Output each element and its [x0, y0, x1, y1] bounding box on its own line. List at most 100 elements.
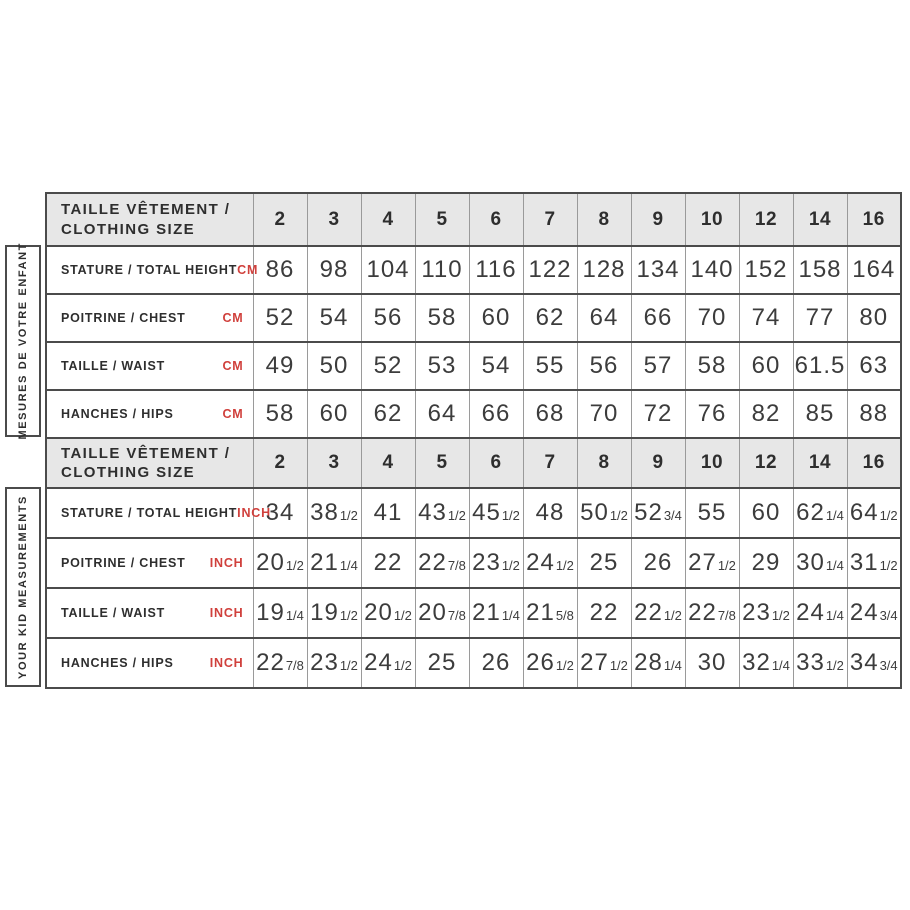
value-whole: 52 — [634, 499, 663, 526]
value-cell: 343/4 — [846, 637, 902, 689]
value-cell: 523/4 — [630, 487, 686, 539]
size-column-header-16: 16 — [846, 437, 902, 489]
value-cell: 26 — [468, 637, 524, 689]
value-whole: 32 — [742, 649, 771, 676]
value-cell: 55 — [684, 487, 740, 539]
value-fraction: 1/2 — [771, 608, 790, 623]
measurement-label: HANCHES / HIPS — [61, 407, 174, 421]
value-whole: 56 — [373, 304, 403, 331]
value-cell: 311/2 — [846, 537, 902, 589]
value-fraction: 1/2 — [393, 608, 412, 623]
value-whole: 21 — [526, 599, 555, 626]
value-whole: 76 — [697, 400, 727, 427]
measurement-label-wrap: HANCHES / HIPS CM — [47, 407, 253, 421]
value-cell: 49 — [252, 341, 308, 391]
value-whole: 28 — [634, 649, 663, 676]
value-cell: 110 — [414, 245, 470, 295]
measurement-row: TAILLE / WAIST INCH 191/4 191/2 201/2 207/8 21… — [45, 587, 902, 639]
value-cell: 231/2 — [468, 537, 524, 589]
value-whole: 24 — [849, 599, 879, 626]
value-cell: 211/4 — [306, 537, 362, 589]
measurement-row: HANCHES / HIPS INCH 227/8 231/2 241/2 25 26 261… — [45, 637, 902, 689]
value-whole: 134 — [636, 256, 680, 283]
value-cell: 152 — [738, 245, 794, 295]
value-whole: 70 — [589, 400, 619, 427]
size-column-header-4: 4 — [360, 192, 416, 247]
unit-label: INCH — [209, 556, 244, 570]
value-cell: 53 — [414, 341, 470, 391]
value-cell: 52 — [252, 293, 308, 343]
value-cell: 381/2 — [306, 487, 362, 539]
value-whole: 22 — [688, 599, 717, 626]
value-whole: 55 — [535, 352, 565, 379]
measurement-row: HANCHES / HIPS CM 58 60 62 64 66 68 70 72 76 82 85 88 — [45, 389, 902, 439]
measurement-label: POITRINE / CHEST — [61, 556, 186, 570]
measurement-label-cell: STATURE / TOTAL HEIGHT CM — [45, 245, 257, 295]
measurement-label: STATURE / TOTAL HEIGHT — [61, 506, 238, 520]
measurement-label-cell: STATURE / TOTAL HEIGHT INCH — [45, 487, 270, 539]
value-cell: 55 — [522, 341, 578, 391]
value-whole: 26 — [643, 549, 673, 576]
value-whole: 58 — [427, 304, 457, 331]
value-fraction: 1/4 — [339, 558, 358, 573]
size-column-header-4: 4 — [360, 437, 416, 489]
value-whole: 72 — [643, 400, 673, 427]
size-column-header-6: 6 — [468, 192, 524, 247]
size-column-header-5: 5 — [414, 192, 470, 247]
size-header-row-inch: TAILLE VÊTEMENT / CLOTHING SIZE 2 3 4 5 6 7 8 9 1… — [45, 437, 902, 489]
value-cell: 72 — [630, 389, 686, 439]
value-fraction: 3/4 — [879, 608, 898, 623]
value-cell: 62 — [522, 293, 578, 343]
value-whole: 85 — [805, 400, 835, 427]
value-whole: 23 — [310, 649, 339, 676]
value-whole: 140 — [690, 256, 734, 283]
value-cell: 641/2 — [846, 487, 902, 539]
side-label-box-inch: YOUR KID MEASUREMENTS — [5, 487, 41, 687]
size-column-header-2: 2 — [252, 437, 308, 489]
value-fraction: 1/4 — [825, 508, 844, 523]
value-whole: 24 — [796, 599, 825, 626]
size-chart-table: TAILLE VÊTEMENT / CLOTHING SIZE 2 3 4 5 6 7 8 9 1… — [45, 192, 902, 689]
value-cell: 60 — [738, 341, 794, 391]
measurement-row: TAILLE / WAIST CM 49 50 52 53 54 55 56 57 58 60 61.5… — [45, 341, 902, 391]
value-fraction: 7/8 — [447, 558, 466, 573]
value-whole: 52 — [373, 352, 403, 379]
unit-label: CM — [222, 407, 244, 421]
value-whole: 98 — [319, 256, 349, 283]
size-column-header-14: 14 — [792, 192, 848, 247]
unit-label: CM — [222, 359, 244, 373]
size-column-header-6: 6 — [468, 437, 524, 489]
value-whole: 55 — [697, 499, 727, 526]
value-whole: 20 — [256, 549, 285, 576]
unit-label: INCH — [209, 656, 244, 670]
value-whole: 61.5 — [794, 352, 846, 379]
value-fraction: 1/2 — [609, 658, 628, 673]
value-fraction: 1/2 — [339, 608, 358, 623]
value-fraction: 1/2 — [501, 558, 520, 573]
value-cell: 80 — [846, 293, 902, 343]
value-cell: 261/2 — [522, 637, 578, 689]
value-cell: 76 — [684, 389, 740, 439]
size-column-header-7: 7 — [522, 192, 578, 247]
value-cell: 82 — [738, 389, 794, 439]
measurement-label: STATURE / TOTAL HEIGHT — [61, 263, 238, 277]
value-whole: 24 — [364, 649, 393, 676]
value-cell: 58 — [684, 341, 740, 391]
value-cell: 22 — [576, 587, 632, 639]
value-cell: 331/2 — [792, 637, 848, 689]
value-whole: 22 — [634, 599, 663, 626]
value-whole: 104 — [366, 256, 410, 283]
value-cell: 211/4 — [468, 587, 524, 639]
size-column-header-16: 16 — [846, 192, 902, 247]
value-whole: 58 — [697, 352, 727, 379]
value-cell: 321/4 — [738, 637, 794, 689]
value-whole: 27 — [580, 649, 609, 676]
value-whole: 41 — [373, 499, 403, 526]
value-whole: 50 — [580, 499, 609, 526]
value-whole: 66 — [643, 304, 673, 331]
measurement-label-cell: TAILLE / WAIST CM — [45, 341, 254, 391]
value-cell: 56 — [360, 293, 416, 343]
value-fraction: 1/2 — [663, 608, 682, 623]
value-cell: 48 — [522, 487, 578, 539]
